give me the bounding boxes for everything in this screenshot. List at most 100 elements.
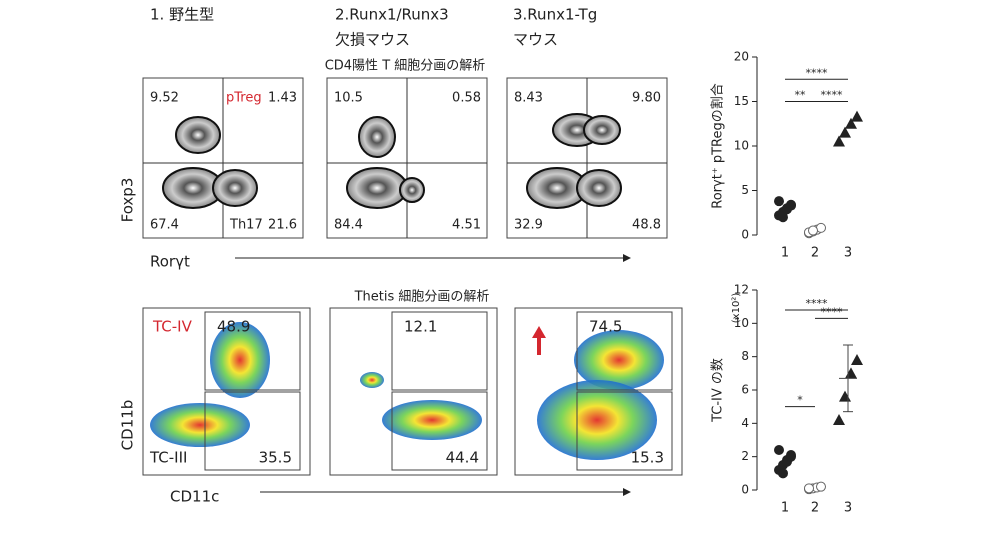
density (150, 403, 250, 447)
gate (391, 311, 488, 391)
section-title: Thetis 細胞分画の解析 (354, 290, 490, 305)
x-label: CD11c (170, 488, 219, 506)
density (382, 400, 482, 440)
y-tick-label: 0 (741, 228, 749, 242)
quadrant-value: 4.51 (452, 218, 481, 233)
contour (346, 167, 408, 209)
header: 欠損マウス (335, 31, 410, 49)
gate (576, 391, 673, 471)
contour (583, 115, 621, 145)
quadrant-value: 9.52 (150, 91, 179, 106)
gate-value: 12.1 (404, 318, 437, 336)
contour (358, 116, 396, 158)
section-title: CD4陽性 T 細胞分画の解析 (325, 59, 486, 74)
plot-frame (514, 307, 683, 476)
quadrant-value: 0.58 (452, 91, 481, 106)
gate-tag: TC-IV (152, 318, 193, 336)
contour (399, 177, 425, 203)
header: 3.Runx1-Tg (513, 6, 597, 24)
gate (576, 311, 673, 391)
quadrant-value: 84.4 (334, 218, 363, 233)
point (845, 367, 857, 379)
density (537, 380, 657, 460)
sig-label: * (797, 394, 803, 407)
quadrant-value: 9.80 (632, 91, 661, 106)
gate-value: 74.5 (589, 318, 622, 336)
point (851, 110, 863, 122)
y-tick-label: 6 (741, 383, 749, 397)
x-tick-label: 2 (811, 501, 819, 516)
y-tick-label: 10 (734, 316, 749, 330)
quadrant-value: 32.9 (514, 218, 543, 233)
y-tick-label: 12 (734, 283, 749, 297)
y-tick-label: 4 (741, 416, 749, 430)
unit: (x10²) (731, 293, 742, 324)
quadrant-value: 67.4 (150, 218, 179, 233)
y-tick-label: 0 (741, 483, 749, 497)
y-label: CD11b (119, 400, 137, 451)
point (804, 483, 814, 494)
x-tick-label: 3 (844, 246, 852, 261)
header: 2.Runx1/Runx3 (335, 6, 449, 24)
gate-value: 44.4 (446, 449, 479, 467)
point (778, 468, 788, 479)
y-tick-label: 10 (734, 139, 749, 153)
gate-value: 15.3 (631, 449, 664, 467)
point (808, 225, 818, 236)
y-tick-label: 15 (734, 94, 749, 108)
point (774, 445, 784, 455)
density (210, 322, 270, 398)
contour (212, 169, 258, 207)
sig-label: **** (821, 305, 844, 318)
point (778, 212, 788, 223)
x-tick-label: 1 (781, 246, 789, 261)
y-label: TC-IV の数 (711, 358, 726, 423)
contour (576, 169, 622, 207)
contour (175, 116, 221, 154)
gate-tag: pTreg (226, 91, 262, 106)
point (786, 200, 796, 211)
x-tick-label: 2 (811, 246, 819, 261)
plot-frame (142, 307, 311, 476)
gate-tag: Th17 (229, 218, 263, 233)
gate-tag: TC-III (149, 449, 187, 467)
point (851, 354, 863, 365)
sig-label: ** (795, 89, 807, 102)
point (786, 451, 796, 462)
sig-label: **** (806, 297, 829, 310)
sig-label: **** (821, 89, 844, 102)
y-label: Rorγt⁺ pTRegの割合 (710, 83, 726, 208)
gate-value: 48.9 (217, 318, 250, 336)
quadrant-value: 8.43 (514, 91, 543, 106)
gate (204, 391, 301, 471)
gate (204, 311, 301, 391)
point (816, 481, 826, 492)
point (774, 196, 784, 207)
sig-label: **** (806, 66, 829, 79)
density (574, 330, 664, 390)
point (833, 135, 845, 147)
point (839, 390, 851, 402)
plot-frame (329, 307, 498, 476)
y-tick-label: 20 (734, 50, 749, 64)
header: 1. 野生型 (150, 6, 214, 24)
y-tick-label: 2 (741, 449, 749, 463)
point (833, 414, 845, 425)
gate (391, 391, 488, 471)
point (845, 117, 857, 129)
x-tick-label: 3 (844, 501, 852, 516)
quadrant-value: 48.8 (632, 218, 661, 233)
increase-arrow (532, 326, 546, 355)
gate-value: 35.5 (259, 449, 292, 467)
quadrant-value: 10.5 (334, 91, 363, 106)
quadrant-value: 1.43 (268, 91, 297, 106)
density (360, 372, 384, 388)
y-tick-label: 8 (741, 349, 749, 363)
header: マウス (513, 31, 558, 49)
x-tick-label: 1 (781, 501, 789, 516)
y-label: Foxp3 (119, 178, 137, 223)
quadrant-value: 21.6 (268, 218, 297, 233)
point (839, 126, 851, 138)
x-label: Rorγt (150, 253, 190, 271)
